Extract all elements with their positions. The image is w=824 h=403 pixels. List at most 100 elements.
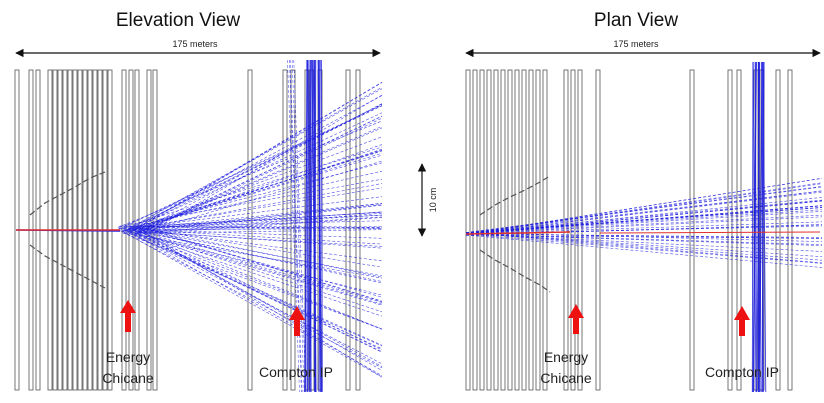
particle-track — [465, 211, 823, 234]
particle-track — [465, 197, 823, 235]
detector-plane — [595, 69, 601, 391]
detector-plane — [247, 69, 253, 391]
particle-track — [465, 183, 823, 235]
detector-plane — [472, 69, 478, 391]
particle-track — [465, 207, 823, 234]
particle-track — [132, 231, 383, 306]
compton-track — [751, 61, 754, 393]
particle-track — [124, 229, 383, 376]
particle-track — [465, 191, 823, 235]
particle-track — [134, 136, 383, 230]
detector-plane — [479, 69, 485, 391]
detector-plane — [775, 69, 781, 391]
elevation-compton-ip-arrow-icon — [289, 306, 305, 336]
particle-track — [128, 227, 383, 330]
particle-track — [139, 183, 383, 229]
particle-track — [142, 230, 383, 378]
particle-track — [125, 103, 383, 234]
particle-track — [126, 88, 383, 231]
particle-track — [465, 199, 823, 234]
particle-track — [128, 228, 383, 313]
chicane-orbit-upper — [29, 171, 106, 216]
compton-track — [312, 59, 317, 393]
particle-track — [131, 95, 383, 230]
scale-bar-label: 10 cm — [428, 188, 438, 213]
plan-energy-label-line1: Energy — [544, 349, 588, 365]
particle-track — [122, 232, 383, 330]
compton-track — [287, 59, 300, 393]
compton-track — [752, 61, 757, 393]
particle-track — [130, 112, 383, 231]
compton-track — [320, 59, 323, 393]
particle-track — [465, 216, 823, 235]
particle-track — [127, 162, 383, 230]
particle-track — [465, 207, 823, 233]
compton-track — [761, 61, 764, 393]
particle-track — [119, 178, 383, 227]
detector-plane — [465, 69, 471, 391]
particle-track — [465, 200, 823, 236]
particle-track — [465, 233, 823, 239]
compton-track — [753, 61, 757, 393]
compton-track — [291, 59, 305, 393]
particle-track — [125, 230, 383, 296]
particle-track — [125, 214, 383, 230]
particle-track — [138, 229, 383, 234]
plan-energy-label-line2: Chicane — [540, 370, 592, 386]
particle-track — [136, 127, 383, 234]
detector-plane — [727, 69, 733, 391]
compton-track — [293, 59, 307, 393]
particle-track — [123, 227, 383, 284]
plan-view: Plan View 175 meters Energy Chicane Comp… — [465, 10, 823, 393]
compton-track — [307, 59, 311, 393]
particle-track — [465, 200, 823, 235]
particle-track — [465, 205, 823, 235]
particle-track — [130, 226, 383, 268]
particle-track — [131, 82, 383, 233]
compton-track — [756, 61, 761, 393]
compton-track — [318, 59, 321, 393]
compton-track — [305, 59, 308, 393]
plan-beam-line — [465, 231, 571, 235]
plan-detector-planes — [465, 69, 793, 391]
particle-track — [465, 234, 823, 268]
particle-track — [122, 231, 383, 378]
particle-track — [123, 229, 383, 249]
chicane-orbit-lower — [29, 244, 106, 289]
particle-track — [465, 233, 823, 246]
particle-track — [131, 228, 383, 367]
particle-track — [134, 229, 383, 303]
particle-track — [134, 233, 383, 317]
particle-track — [124, 226, 383, 277]
particle-track — [465, 186, 823, 233]
plan-view-title: Plan View — [594, 10, 678, 31]
particle-track — [121, 105, 383, 228]
particle-track — [135, 204, 383, 234]
particle-track — [130, 226, 383, 351]
elevation-compton-ip-label: Compton IP — [259, 364, 333, 380]
plan-length-label: 175 meters — [613, 39, 659, 49]
particle-track — [118, 228, 383, 239]
elevation-energy-label-line2: Chicane — [102, 370, 154, 386]
vertical-scale-bar: 10 cm — [417, 163, 438, 237]
detector-plane — [689, 69, 695, 391]
particle-track — [465, 207, 823, 234]
particle-track — [143, 117, 383, 233]
particle-track — [137, 196, 383, 228]
particle-track — [133, 154, 383, 230]
particle-track — [465, 200, 823, 235]
detector-plane — [290, 69, 296, 391]
elevation-energy-chicane-arrow-icon — [120, 300, 136, 332]
particle-track — [465, 190, 823, 235]
particle-track — [137, 115, 383, 234]
particle-track — [146, 227, 383, 302]
particle-track — [465, 233, 823, 238]
elevation-length-label: 175 meters — [172, 39, 218, 49]
particle-track — [465, 233, 823, 245]
particle-track — [128, 86, 383, 229]
plan-energy-chicane-arrow-icon — [568, 304, 584, 334]
compton-track — [289, 59, 302, 393]
elevation-view-title: Elevation View — [116, 10, 241, 31]
particle-track — [138, 126, 383, 232]
